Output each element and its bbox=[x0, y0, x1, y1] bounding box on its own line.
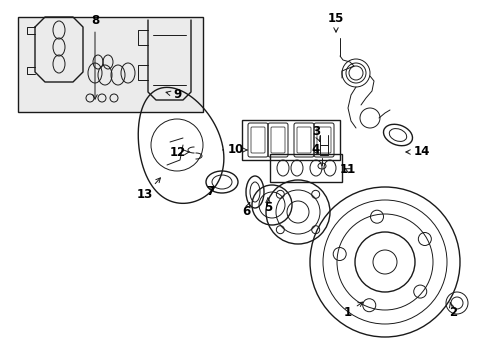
Text: 6: 6 bbox=[242, 203, 250, 219]
Text: 10: 10 bbox=[227, 144, 246, 157]
Text: 7: 7 bbox=[205, 185, 214, 198]
Text: 14: 14 bbox=[405, 145, 429, 158]
Text: 1: 1 bbox=[343, 302, 362, 319]
Text: 9: 9 bbox=[166, 89, 181, 102]
Text: 11: 11 bbox=[339, 163, 355, 176]
Bar bbox=[242, 120, 339, 160]
Text: 13: 13 bbox=[137, 178, 160, 202]
Text: 2: 2 bbox=[448, 303, 456, 319]
Text: 3: 3 bbox=[311, 126, 320, 141]
Bar bbox=[18, 17, 203, 112]
Text: 15: 15 bbox=[327, 12, 344, 32]
Text: 5: 5 bbox=[264, 198, 271, 215]
Text: 8: 8 bbox=[91, 13, 99, 99]
Text: 4: 4 bbox=[311, 144, 320, 157]
Text: 12: 12 bbox=[169, 147, 189, 159]
Bar bbox=[269, 154, 341, 182]
